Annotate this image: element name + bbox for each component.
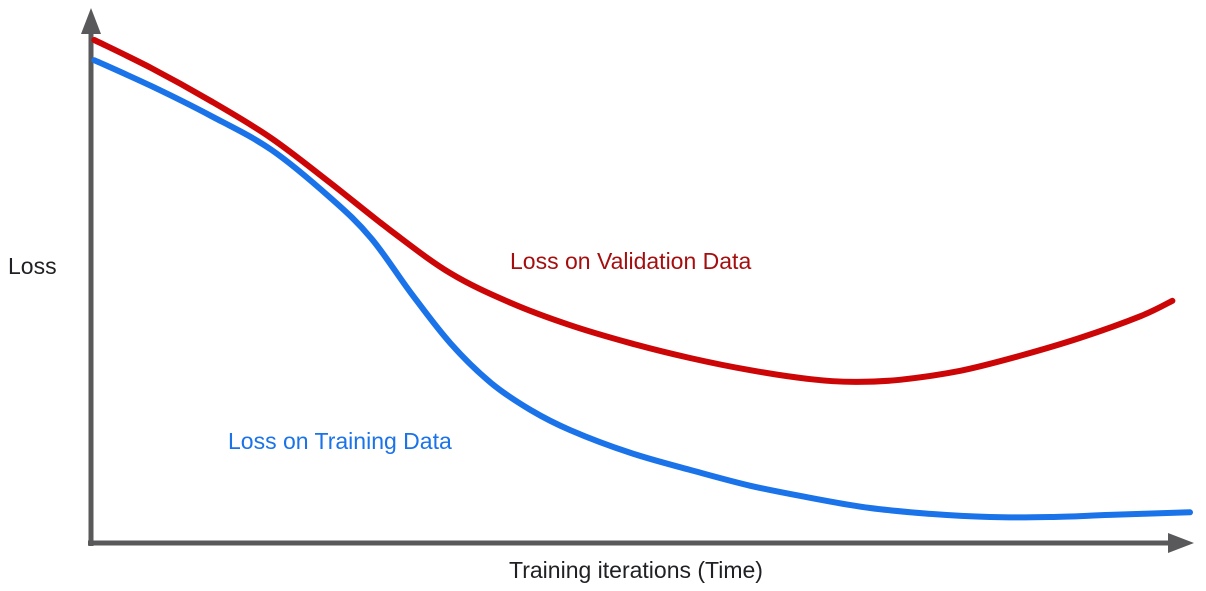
validation-series-label: Loss on Validation Data <box>510 248 752 274</box>
validation-loss-curve <box>91 37 1176 385</box>
y-axis-label: Loss <box>8 253 57 279</box>
x-axis-label: Training iterations (Time) <box>509 557 763 583</box>
training-series-label: Loss on Training Data <box>228 428 452 454</box>
training-loss-curve <box>91 57 1193 521</box>
y-axis-arrow-icon <box>81 8 101 34</box>
x-axis-arrow-icon <box>1168 533 1194 553</box>
